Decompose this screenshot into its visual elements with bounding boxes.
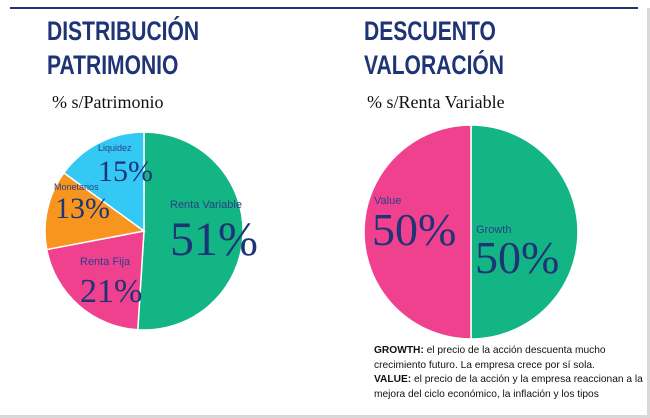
label-monetarios-name: Monetarios: [54, 182, 99, 192]
slice-renta-variable: [136, 131, 244, 331]
note-growth-label: GROWTH:: [374, 345, 424, 356]
note-growth-text: el precio de la acción descuenta mucho c…: [374, 345, 606, 371]
label-renta-fija-pct: 21%: [80, 273, 142, 310]
chart-title-left-line2: PATRIMONIO: [47, 50, 179, 80]
slice-liquidez: [62, 131, 145, 233]
note-value-label: VALUE:: [374, 374, 412, 386]
note-text: GROWTH: el precio de la acción descuenta…: [374, 344, 644, 402]
label-liquidez-pct: 15%: [98, 155, 153, 188]
label-value-pct: 50%: [372, 204, 456, 255]
chart-subtitle-right: % s/Renta Variable: [367, 92, 505, 112]
chart-title-right-line1: DESCUENTO: [364, 16, 496, 46]
slice-value: [363, 124, 472, 340]
slice-monetarios: [44, 171, 146, 251]
frame-shadow-bottom: [0, 415, 650, 418]
label-value-name: Value: [374, 195, 401, 207]
frame-shadow-right: [647, 8, 650, 418]
chart-title-right: DESCUENTO VALORACIÓN: [364, 14, 504, 82]
chart-title-left: DISTRIBUCIÓN PATRIMONIO: [47, 14, 199, 82]
label-monetarios-pct: 13%: [55, 192, 110, 225]
note-value-text: el precio de la acción y la empresa reac…: [374, 374, 643, 400]
label-renta-variable-name: Renta Variable: [170, 199, 242, 211]
label-liquidez-name: Liquidez: [98, 143, 132, 153]
chart-title-left-line1: DISTRIBUCIÓN: [47, 16, 200, 46]
chart-title-right-line2: VALORACIÓN: [364, 50, 505, 80]
top-rule: [10, 7, 638, 9]
label-growth-name: Growth: [476, 224, 511, 236]
chart-subtitle-left: % s/Patrimonio: [52, 92, 164, 112]
label-renta-variable-pct: 51%: [170, 213, 258, 266]
label-renta-fija-name: Renta Fija: [80, 256, 131, 268]
slice-growth: [470, 124, 579, 340]
slice-renta-fija: [45, 230, 145, 331]
label-growth-pct: 50%: [475, 232, 559, 283]
